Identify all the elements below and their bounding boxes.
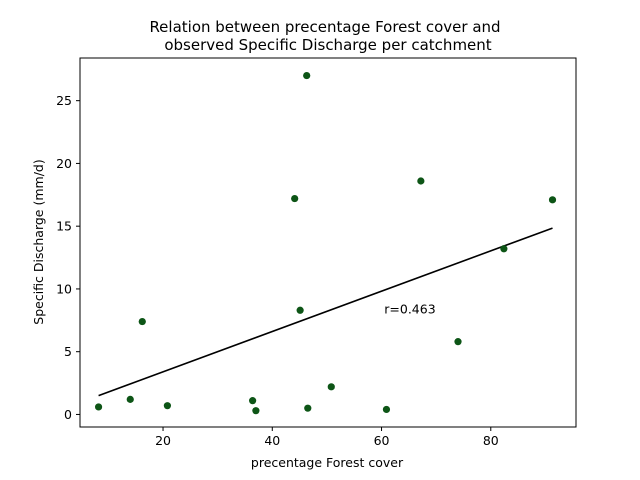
- data-point: [417, 177, 425, 185]
- x-tick-label: 20: [155, 433, 171, 448]
- data-point: [291, 194, 299, 203]
- regression-line: [98, 227, 553, 397]
- axes-frame: [79, 57, 577, 428]
- data-point: [126, 395, 134, 403]
- y-tick-label: 10: [56, 281, 72, 296]
- x-tick-label: 80: [483, 433, 499, 448]
- data-point: [138, 317, 146, 326]
- y-tick-label: 15: [56, 219, 72, 234]
- data-point: [303, 71, 311, 80]
- data-point: [548, 196, 557, 204]
- data-point: [500, 245, 508, 253]
- y-tick-label: 25: [56, 93, 72, 108]
- data-point: [252, 407, 260, 415]
- data-point: [304, 404, 312, 412]
- data-point: [296, 306, 304, 314]
- data-point: [454, 338, 462, 346]
- data-point: [327, 383, 335, 391]
- y-tick-label: 0: [64, 407, 72, 422]
- data-point: [163, 402, 172, 410]
- x-tick-label: 40: [264, 433, 280, 448]
- y-axis-label: Specific Discharge (mm/d): [31, 159, 46, 324]
- x-tick-label: 60: [374, 433, 390, 448]
- data-point: [249, 397, 257, 405]
- plot-area: r=0.463: [94, 71, 557, 415]
- correlation-annotation: r=0.463: [384, 302, 435, 317]
- chart-title-line-2: observed Specific Discharge per catchmen…: [164, 36, 491, 54]
- data-point: [382, 405, 391, 414]
- x-axis-label: precentage Forest cover: [251, 455, 404, 470]
- y-tick-label: 5: [64, 344, 72, 359]
- data-point: [94, 403, 103, 411]
- y-tick-label: 20: [56, 156, 72, 171]
- chart-title-line-1: Relation between precentage Forest cover…: [149, 18, 500, 36]
